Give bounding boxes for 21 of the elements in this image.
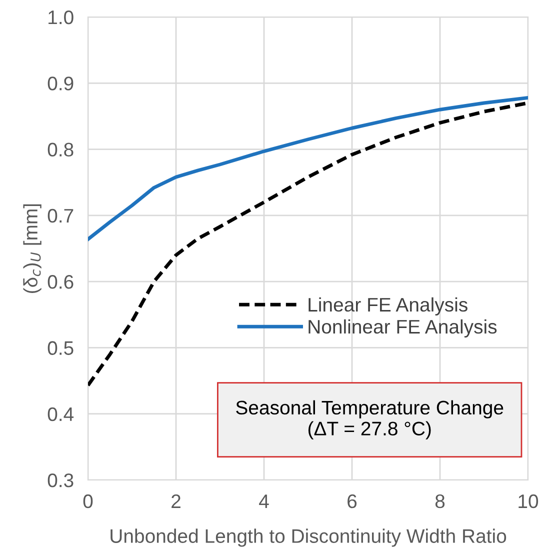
y-tick-label: 0.8	[48, 142, 74, 157]
x-tick-label: 4	[259, 494, 269, 508]
x-tick-label: 0	[83, 494, 93, 508]
y-tick-label: 1.0	[48, 10, 74, 24]
x-tick-label: 8	[435, 494, 445, 508]
y-axis-title: (δ$_{c}$)$_{U}$ [mm]	[23, 204, 42, 293]
line-series	[88, 96, 528, 241]
y-tick-label: 0.3	[48, 473, 74, 488]
line-series	[88, 101, 528, 388]
y-tick-label: 0.5	[48, 341, 74, 355]
annotation: Seasonal Temperature Change (ΔT = 27.8 °C)	[236, 400, 504, 440]
y-tick-label: 0.6	[48, 275, 74, 289]
legend-label: Nonlinear FE Analysis	[308, 319, 497, 338]
x-axis-title: Unbonded Length to Discontinuity Width Ratio	[110, 528, 506, 547]
y-tick-label: 0.9	[48, 76, 74, 90]
legend-label: Linear FE Analysis	[308, 297, 468, 316]
x-tick-label: 10	[518, 494, 538, 508]
y-tick-label: 0.7	[48, 208, 74, 223]
y-tick-label: 0.4	[48, 407, 74, 422]
x-tick-label: 6	[348, 494, 357, 508]
x-tick-label: 2	[172, 494, 180, 508]
